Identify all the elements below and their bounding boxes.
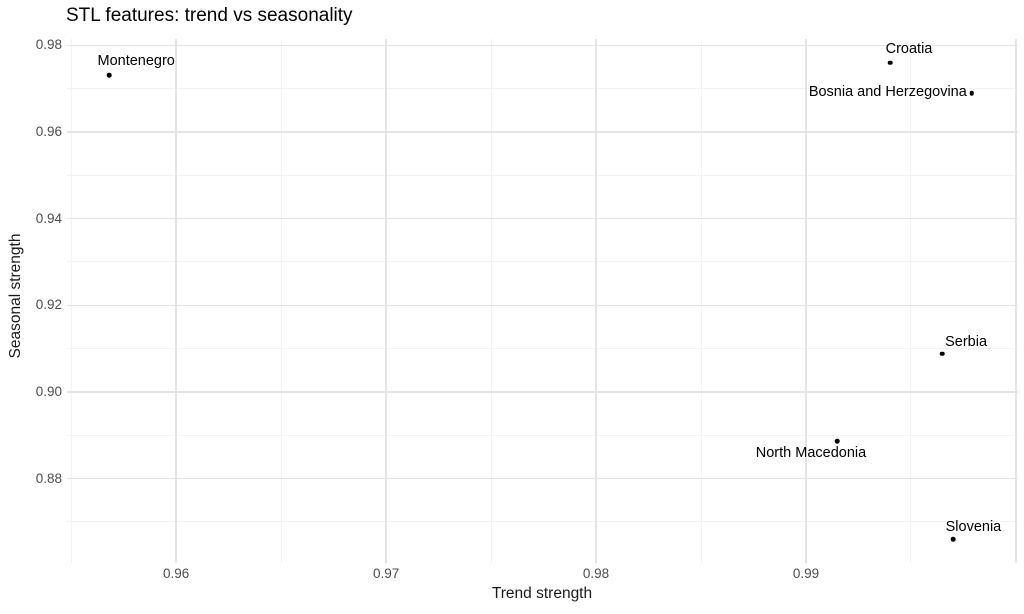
gridline-minor-x: [70, 39, 72, 563]
gridline-minor-x: [700, 39, 702, 563]
x-tick-label: 0.96: [163, 566, 190, 581]
gridline-minor-x: [280, 39, 282, 563]
y-tick-label: 0.90: [35, 383, 62, 399]
gridline-minor-y: [67, 521, 1018, 523]
gridline-minor-x: [490, 39, 492, 563]
data-point: [940, 351, 945, 357]
gridline-major-y: [67, 477, 1018, 480]
gridline-major-x: [175, 39, 177, 563]
y-axis-title: Seasonal strength: [7, 233, 24, 359]
gridline-major-x: [385, 39, 387, 563]
gridline-minor-y: [67, 174, 1018, 176]
x-tick-label: 0.99: [792, 566, 820, 581]
point-label: North Macedonia: [755, 444, 867, 461]
data-point: [950, 536, 956, 542]
gridline-major-y: [67, 44, 1018, 46]
y-tick-label: 0.88: [35, 470, 62, 486]
y-tick-label: 0.92: [35, 297, 62, 313]
gridline-major-x: [595, 39, 597, 563]
gridline-minor-y: [67, 348, 1018, 350]
gridline-major-x: [805, 39, 807, 563]
gridline-minor-y: [67, 434, 1018, 436]
x-tick-label: 0.98: [582, 566, 610, 581]
y-tick-label: 0.98: [35, 37, 62, 53]
gridline-minor-y: [67, 88, 1018, 90]
chart-title: STL features: trend vs seasonality: [66, 5, 353, 26]
gridline-major-x: [1015, 39, 1017, 563]
y-tick-label: 0.96: [35, 123, 62, 139]
gridline-minor-x: [910, 39, 912, 563]
point-label: Montenegro: [97, 52, 175, 69]
data-point: [969, 90, 975, 96]
gridline-major-y: [67, 131, 1018, 133]
point-label: Serbia: [945, 333, 988, 350]
data-point: [835, 438, 840, 444]
gridline-major-y: [67, 391, 1018, 393]
y-tick-label: 0.94: [35, 210, 62, 226]
gridline-major-y: [67, 217, 1018, 220]
gridline-major-y: [67, 304, 1018, 306]
point-label: Slovenia: [945, 519, 1002, 536]
point-label: Bosnia and Herzegovina: [808, 84, 967, 101]
data-point: [106, 72, 112, 78]
data-point: [887, 60, 893, 65]
x-tick-label: 0.97: [372, 566, 400, 581]
gridline-minor-y: [67, 261, 1018, 263]
point-label: Croatia: [885, 40, 933, 57]
x-axis-title: Trend strength: [491, 585, 593, 602]
